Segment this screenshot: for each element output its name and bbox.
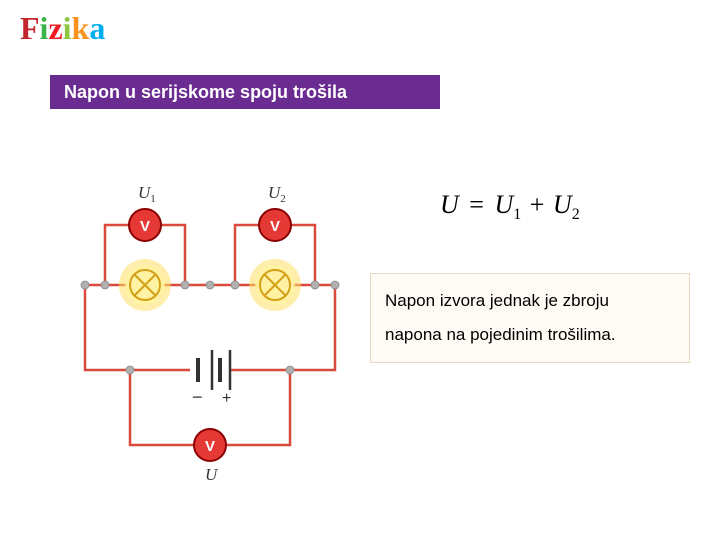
svg-text:−: − [192, 387, 203, 407]
formula-lhs: U [440, 190, 459, 219]
logo-letter: i [63, 10, 72, 46]
title-bar: Napon u serijskome spoju trošila [50, 75, 440, 109]
svg-text:V: V [140, 218, 150, 235]
explanation-line2: napona na pojedinim trošilima. [385, 318, 675, 352]
title-text: Napon u serijskome spoju trošila [64, 82, 347, 103]
logo-letter: k [72, 10, 90, 46]
formula-sub1: 1 [513, 206, 521, 223]
svg-text:+: + [222, 390, 231, 407]
formula-term1: U [494, 190, 513, 219]
formula-plus: + [530, 190, 545, 219]
label-u2: U2 [268, 183, 286, 205]
formula-term2: U [553, 190, 572, 219]
bulb-1-icon [119, 259, 171, 311]
formula: U = U1 + U2 [440, 190, 580, 224]
logo-letter: z [48, 10, 62, 46]
svg-text:V: V [270, 218, 280, 235]
logo: Fizika [20, 10, 105, 47]
formula-eq: = [469, 190, 484, 219]
bulb-2-icon [249, 259, 301, 311]
logo-letter: a [89, 10, 105, 46]
explanation-line1: Napon izvora jednak je zbroju [385, 284, 675, 318]
label-u1: U1 [138, 183, 156, 205]
svg-text:V: V [205, 438, 215, 455]
logo-letter: F [20, 10, 40, 46]
battery-icon: − + [192, 350, 231, 407]
explanation-box: Napon izvora jednak je zbroju napona na … [370, 273, 690, 363]
label-u: U [205, 465, 219, 484]
voltmeter-total-icon: V [194, 429, 226, 461]
formula-sub2: 2 [572, 206, 580, 223]
circuit-diagram: V V V − + U1 U2 U [60, 140, 360, 490]
voltmeter-2-icon: V [259, 209, 291, 241]
voltmeter-1-icon: V [129, 209, 161, 241]
